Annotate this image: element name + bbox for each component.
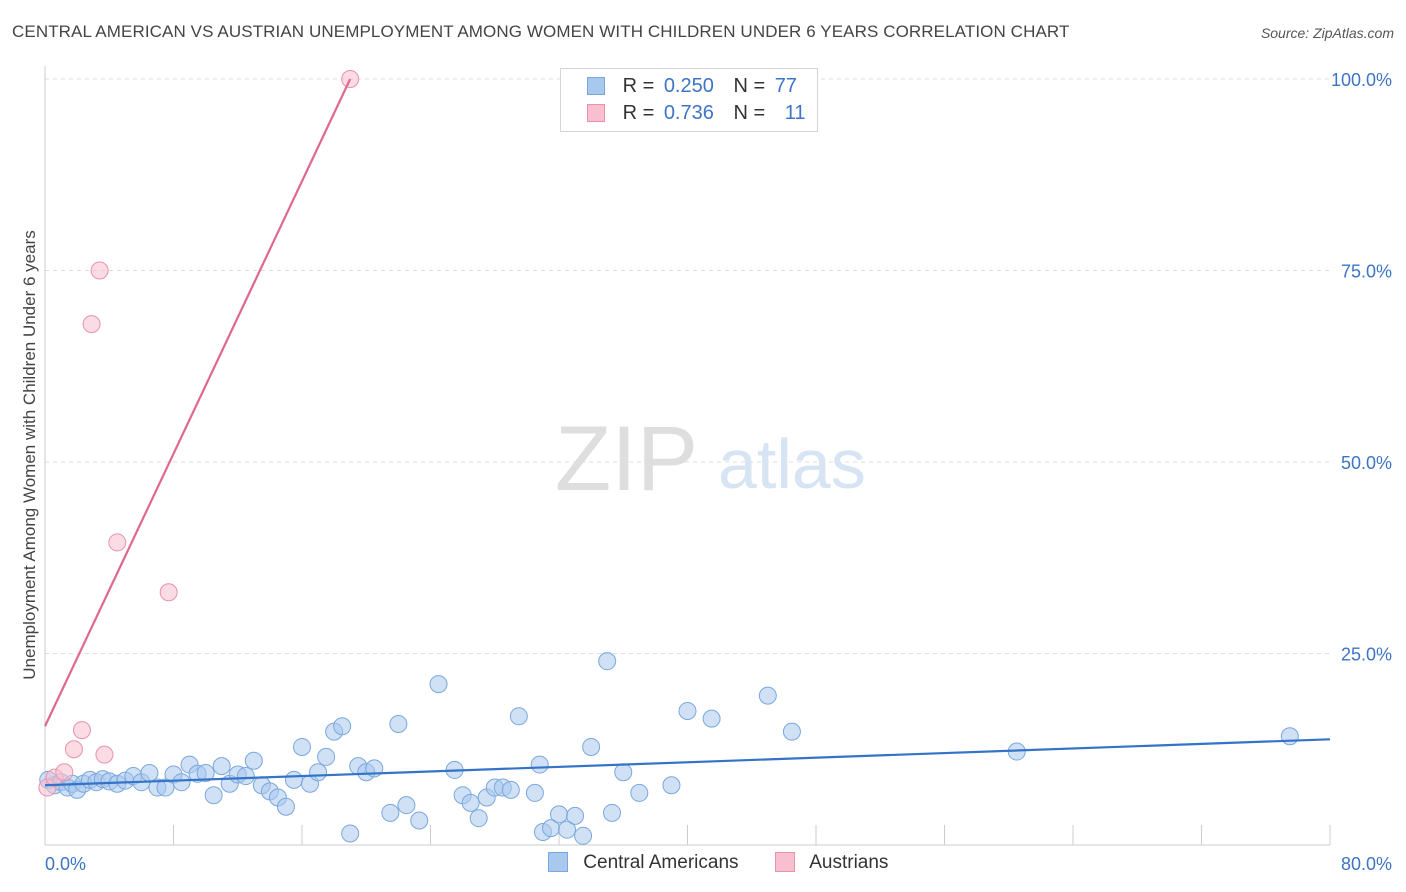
point-central-american <box>678 701 697 720</box>
point-central-american <box>525 783 544 802</box>
point-central-american <box>172 773 191 792</box>
trend-lines <box>44 78 1331 787</box>
point-central-american <box>204 786 223 805</box>
legend-n-value: 11 <box>784 102 806 124</box>
point-central-american <box>410 811 429 830</box>
point-central-american <box>276 797 295 816</box>
y-tick-label: 25.0% <box>1341 645 1392 665</box>
point-central-american <box>603 803 622 822</box>
legend-n-label: N = <box>733 75 766 97</box>
point-central-american <box>309 763 328 782</box>
point-central-american <box>156 778 175 797</box>
point-central-american <box>284 770 303 789</box>
point-central-american <box>236 767 255 786</box>
point-central-american <box>196 763 215 782</box>
watermark-atlas: atlas <box>718 425 866 503</box>
trend-line-central-americans <box>44 738 1331 787</box>
point-central-american <box>614 763 633 782</box>
point-central-american <box>429 675 448 694</box>
y-axis-label: Unemployment Among Women with Children U… <box>20 230 39 679</box>
point-central-american <box>574 826 593 845</box>
tick-labels: 25.0% 50.0% 75.0% 100.0% 0.0% 80.0% <box>45 70 1392 874</box>
point-central-american <box>1280 727 1299 746</box>
point-austrian <box>108 533 127 552</box>
grid-lines <box>45 78 1330 654</box>
point-austrian <box>159 583 178 602</box>
legend-r-value: 0.250 <box>663 75 714 97</box>
watermark: ZIP atlas <box>555 408 866 510</box>
point-central-american <box>381 803 400 822</box>
legend-r-label: R = <box>622 102 655 124</box>
point-central-american <box>389 714 408 733</box>
point-central-american <box>501 780 520 799</box>
axes <box>44 66 1331 846</box>
point-austrian <box>82 315 101 334</box>
point-central-american <box>550 805 568 824</box>
point-central-american <box>244 751 263 770</box>
source-label: Source: ZipAtlas.com <box>1260 25 1394 41</box>
point-central-american <box>293 737 311 756</box>
watermark-zip: ZIP <box>555 408 698 510</box>
point-central-american <box>212 757 231 776</box>
trend-line-austrians <box>44 78 352 727</box>
point-austrian <box>64 740 83 759</box>
y-tick-label: 75.0% <box>1341 262 1392 282</box>
legend-label-austrians: Austrians <box>809 852 889 873</box>
y-tick-label: 50.0% <box>1341 453 1392 473</box>
point-central-american <box>630 783 649 802</box>
y-tick-label: 100.0% <box>1331 70 1392 90</box>
point-central-american <box>461 793 480 812</box>
point-central-american <box>782 722 801 741</box>
point-central-american <box>469 809 488 828</box>
legend-row-austrians: R = 0.736 N = 11 <box>587 102 805 126</box>
legend-r-value: 0.736 <box>663 102 714 124</box>
legend-row-central-americans: R = 0.250 N = 77 <box>587 75 797 99</box>
legend-n-label: N = <box>733 102 766 124</box>
point-central-american <box>397 796 416 815</box>
point-central-american <box>598 652 617 671</box>
point-central-american <box>333 717 352 736</box>
legend-item-central-americans: Central Americans <box>548 852 739 874</box>
legend-label-central-americans: Central Americans <box>583 852 739 873</box>
point-central-american <box>662 776 681 795</box>
point-central-american <box>758 686 777 705</box>
point-central-american <box>558 820 577 839</box>
point-austrian <box>72 721 91 740</box>
point-austrian <box>90 261 109 280</box>
legend-swatch-pink <box>775 852 795 872</box>
chart-title: CENTRAL AMERICAN VS AUSTRIAN UNEMPLOYMEN… <box>12 22 1070 41</box>
point-central-american <box>341 824 360 843</box>
legend-item-austrians: Austrians <box>775 852 888 874</box>
legend-swatch-blue <box>587 77 605 95</box>
point-central-american <box>582 737 601 756</box>
point-austrian <box>95 745 114 764</box>
point-central-american <box>509 707 528 726</box>
x-tick-label: 80.0% <box>1341 854 1392 874</box>
point-central-american <box>566 806 585 825</box>
point-austrian <box>55 763 74 782</box>
legend-r-label: R = <box>622 75 655 97</box>
x-tick-label: 0.0% <box>45 854 86 874</box>
legend-swatch-blue <box>548 852 568 872</box>
point-central-american <box>702 709 721 728</box>
correlation-legend: R = 0.250 N = 77 R = 0.736 N = 11 <box>560 68 818 132</box>
point-central-american <box>530 755 549 774</box>
point-central-american <box>317 747 336 766</box>
legend-n-value: 77 <box>774 75 797 97</box>
legend-swatch-pink <box>587 104 605 122</box>
